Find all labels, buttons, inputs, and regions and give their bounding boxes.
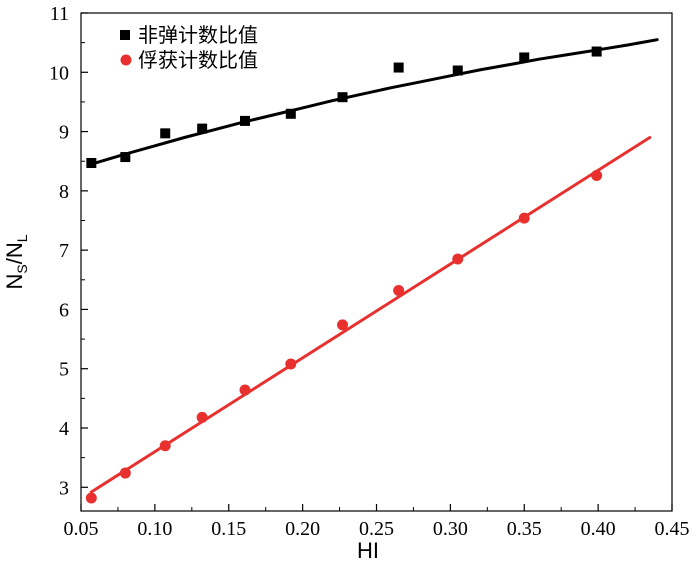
x-tick-label: 0.25 xyxy=(359,518,394,540)
y-tick-label: 6 xyxy=(59,299,69,321)
data-point-square xyxy=(393,62,404,73)
x-tick-label: 0.15 xyxy=(211,518,246,540)
data-point-circle xyxy=(337,319,349,331)
y-tick-label: 4 xyxy=(59,418,69,440)
x-tick-labels: 0.05 0.10 0.15 0.20 0.25 0.30 0.35 0.40 0.45 xyxy=(64,518,690,540)
data-point-circle xyxy=(159,440,171,452)
y-tick-label: 5 xyxy=(59,359,69,381)
fit-lines xyxy=(89,38,659,494)
legend-label-series-2: 俘获计数比值 xyxy=(138,48,258,72)
data-point-square xyxy=(160,128,171,139)
data-points xyxy=(85,46,603,504)
data-point-square xyxy=(120,152,131,163)
data-point-square xyxy=(285,108,296,119)
tick-marks xyxy=(80,12,673,511)
data-point-square xyxy=(337,92,348,103)
data-point-circle xyxy=(452,253,464,265)
data-point-circle xyxy=(239,384,251,396)
legend-circle-marker xyxy=(120,54,132,66)
x-axis-label: HI xyxy=(357,538,379,563)
data-point-circle xyxy=(85,492,97,504)
data-point-square xyxy=(240,115,251,126)
data-point-square xyxy=(452,65,463,76)
data-point-square xyxy=(591,46,602,57)
fit-line-series-1 xyxy=(89,38,659,166)
y-tick-label: 9 xyxy=(59,122,69,144)
y-tick-label: 7 xyxy=(59,240,69,262)
data-point-circle xyxy=(285,358,297,370)
y-tick-label: 11 xyxy=(50,3,69,25)
data-point-circle xyxy=(591,169,603,181)
data-point-square xyxy=(197,123,208,134)
y-axis-label: NS/NL xyxy=(2,234,30,289)
legend-label-series-1: 非弹计数比值 xyxy=(138,23,258,47)
x-tick-label: 0.20 xyxy=(285,518,320,540)
y-tick-labels: 3 4 5 6 7 8 9 10 11 xyxy=(49,3,69,499)
x-tick-label: 0.45 xyxy=(655,518,690,540)
x-tick-label: 0.30 xyxy=(433,518,468,540)
data-point-circle xyxy=(518,212,530,224)
y-tick-label: 10 xyxy=(49,62,69,84)
data-point-circle xyxy=(393,284,405,296)
legend-square-marker xyxy=(120,30,130,40)
y-tick-label: 8 xyxy=(59,181,69,203)
x-tick-label: 0.10 xyxy=(137,518,172,540)
x-tick-label: 0.35 xyxy=(507,518,542,540)
fit-line-series-2 xyxy=(89,136,652,494)
legend: 非弹计数比值 俘获计数比值 xyxy=(120,23,258,72)
data-point-circle xyxy=(119,467,131,479)
data-point-square xyxy=(519,52,530,63)
data-point-circle xyxy=(196,411,208,423)
x-tick-label: 0.05 xyxy=(64,518,99,540)
data-point-square xyxy=(86,157,97,168)
x-tick-label: 0.40 xyxy=(581,518,616,540)
y-tick-label: 3 xyxy=(59,477,69,499)
plot-frame xyxy=(80,12,673,512)
